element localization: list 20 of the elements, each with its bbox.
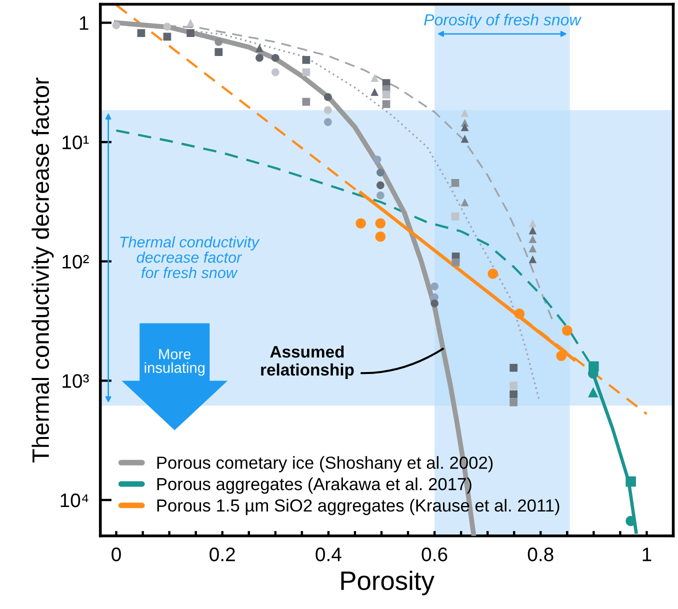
x-tick-label: 0.2 (210, 548, 235, 562)
band-label: Thermal conductivity decrease factor for fresh snow (120, 236, 260, 278)
x-tick-label: 0.6 (422, 548, 448, 562)
legend-label: Porous aggregates (Arakawa et al. 2017) (157, 478, 472, 494)
y-tick-label: 10⁴ (60, 493, 88, 508)
y-tick-label: 10² (62, 254, 89, 269)
y-tick-label: 10³ (62, 374, 89, 388)
x-axis-title: Porosity (341, 570, 434, 596)
y-axis-title: Thermal conductivity decrease factor (32, 78, 54, 462)
x-tick-label: 0 (112, 548, 121, 562)
band-label: Porosity of fresh snow (424, 14, 582, 29)
annotation: More insulating (144, 349, 204, 376)
x-tick-label: 0.8 (528, 548, 554, 562)
annotation: Assumed relationship (261, 345, 354, 379)
y-tick-label: 1 (80, 16, 88, 30)
legend-label: Porous cometary ice (Shoshany et al. 2002) (157, 456, 493, 472)
legend-label: Porous 1.5 µm SiO2 aggregates (Krause et al. 2011) (157, 498, 560, 516)
y-tick-label: 10¹ (62, 136, 89, 150)
x-tick-label: 0.4 (316, 548, 342, 562)
x-tick-label: 1 (642, 548, 652, 562)
